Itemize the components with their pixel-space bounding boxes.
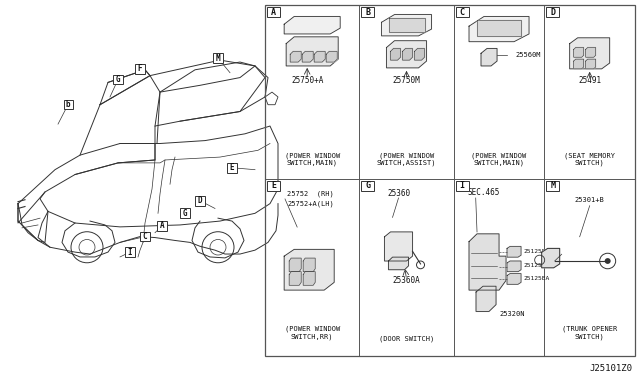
Text: 25125EA: 25125EA bbox=[523, 249, 549, 254]
Bar bbox=[267, 180, 280, 191]
Text: 25752  (RH): 25752 (RH) bbox=[287, 191, 333, 198]
Polygon shape bbox=[507, 247, 521, 257]
Text: E: E bbox=[230, 163, 234, 172]
Polygon shape bbox=[303, 258, 315, 272]
Polygon shape bbox=[573, 59, 584, 69]
Text: G: G bbox=[365, 182, 371, 190]
Text: A: A bbox=[160, 221, 164, 230]
Text: E: E bbox=[271, 182, 276, 190]
Text: 25125EA: 25125EA bbox=[523, 276, 549, 281]
Bar bbox=[267, 7, 280, 17]
Bar bbox=[135, 64, 145, 74]
Text: (POWER WINDOW
SWITCH,ASSIST): (POWER WINDOW SWITCH,ASSIST) bbox=[377, 152, 436, 166]
Text: D: D bbox=[550, 7, 556, 17]
Bar bbox=[125, 247, 135, 257]
Text: SEC.809: SEC.809 bbox=[390, 16, 422, 25]
Text: C: C bbox=[143, 232, 147, 241]
Text: B: B bbox=[365, 7, 371, 17]
Text: 25360: 25360 bbox=[387, 189, 410, 198]
Polygon shape bbox=[570, 38, 610, 69]
Text: (SEAT MEMORY
SWITCH): (SEAT MEMORY SWITCH) bbox=[564, 152, 615, 166]
Polygon shape bbox=[381, 15, 431, 36]
Polygon shape bbox=[284, 249, 334, 290]
Text: (DOOR SWITCH): (DOOR SWITCH) bbox=[379, 335, 434, 341]
Polygon shape bbox=[289, 258, 301, 272]
Text: SEC.809: SEC.809 bbox=[483, 16, 515, 25]
Text: 25750M: 25750M bbox=[393, 76, 420, 85]
Text: I: I bbox=[460, 182, 465, 190]
Text: M: M bbox=[550, 182, 556, 190]
Polygon shape bbox=[289, 272, 301, 285]
Polygon shape bbox=[388, 19, 424, 32]
Polygon shape bbox=[385, 232, 413, 261]
Bar bbox=[113, 75, 123, 84]
Polygon shape bbox=[415, 48, 424, 60]
Polygon shape bbox=[302, 51, 313, 62]
Polygon shape bbox=[290, 51, 301, 62]
Bar bbox=[227, 163, 237, 173]
Bar bbox=[456, 7, 468, 17]
Polygon shape bbox=[314, 51, 325, 62]
Text: 25360A: 25360A bbox=[393, 276, 420, 285]
Polygon shape bbox=[507, 274, 521, 284]
Text: (POWER WINDOW
SWITCH,MAIN): (POWER WINDOW SWITCH,MAIN) bbox=[472, 152, 527, 166]
Bar bbox=[456, 180, 468, 191]
Text: J25101Z0: J25101Z0 bbox=[589, 363, 632, 372]
Bar bbox=[213, 53, 223, 63]
Bar bbox=[140, 232, 150, 241]
Polygon shape bbox=[476, 286, 496, 311]
Text: (POWER WINDOW
SWITCH,RR): (POWER WINDOW SWITCH,RR) bbox=[285, 326, 340, 340]
Bar bbox=[547, 180, 559, 191]
Text: G: G bbox=[116, 75, 120, 84]
Text: 25320N: 25320N bbox=[499, 311, 525, 317]
Text: 25301+B: 25301+B bbox=[575, 197, 605, 203]
Polygon shape bbox=[586, 59, 596, 69]
Polygon shape bbox=[507, 261, 521, 272]
Polygon shape bbox=[390, 48, 401, 60]
Text: (TRUNK OPENER
SWITCH): (TRUNK OPENER SWITCH) bbox=[562, 326, 618, 340]
Text: G: G bbox=[182, 209, 188, 218]
Bar bbox=[195, 196, 205, 206]
Text: I: I bbox=[128, 248, 132, 257]
Polygon shape bbox=[303, 272, 315, 285]
Polygon shape bbox=[326, 51, 337, 62]
Bar bbox=[362, 7, 374, 17]
Text: (POWER WINDOW
SWITCH,MAIN): (POWER WINDOW SWITCH,MAIN) bbox=[285, 152, 340, 166]
Polygon shape bbox=[541, 248, 559, 268]
Text: SEC.465: SEC.465 bbox=[468, 187, 500, 197]
Text: D: D bbox=[198, 196, 202, 205]
Polygon shape bbox=[586, 48, 596, 57]
Text: M: M bbox=[216, 54, 220, 62]
Bar bbox=[362, 180, 374, 191]
Text: 25560M: 25560M bbox=[515, 52, 541, 58]
Text: 25125E: 25125E bbox=[523, 263, 545, 268]
Text: 25752+A(LH): 25752+A(LH) bbox=[287, 201, 333, 207]
Polygon shape bbox=[388, 257, 408, 270]
Polygon shape bbox=[481, 48, 497, 66]
Text: 25750+A: 25750+A bbox=[291, 76, 323, 85]
Circle shape bbox=[605, 258, 611, 264]
Polygon shape bbox=[477, 20, 521, 36]
Polygon shape bbox=[469, 16, 529, 42]
Text: SEC.809: SEC.809 bbox=[291, 18, 323, 27]
Bar bbox=[180, 208, 190, 218]
Text: 25491: 25491 bbox=[578, 76, 601, 85]
Text: A: A bbox=[271, 7, 276, 17]
Polygon shape bbox=[573, 48, 584, 57]
Bar bbox=[265, 5, 635, 356]
Text: F: F bbox=[138, 64, 142, 73]
Text: b: b bbox=[66, 100, 70, 109]
Bar bbox=[157, 221, 167, 231]
Polygon shape bbox=[403, 48, 413, 60]
Polygon shape bbox=[286, 37, 338, 66]
Polygon shape bbox=[284, 16, 340, 34]
Text: C: C bbox=[460, 7, 465, 17]
Bar bbox=[63, 100, 72, 109]
Polygon shape bbox=[469, 234, 506, 290]
Bar bbox=[547, 7, 559, 17]
Polygon shape bbox=[387, 41, 426, 68]
